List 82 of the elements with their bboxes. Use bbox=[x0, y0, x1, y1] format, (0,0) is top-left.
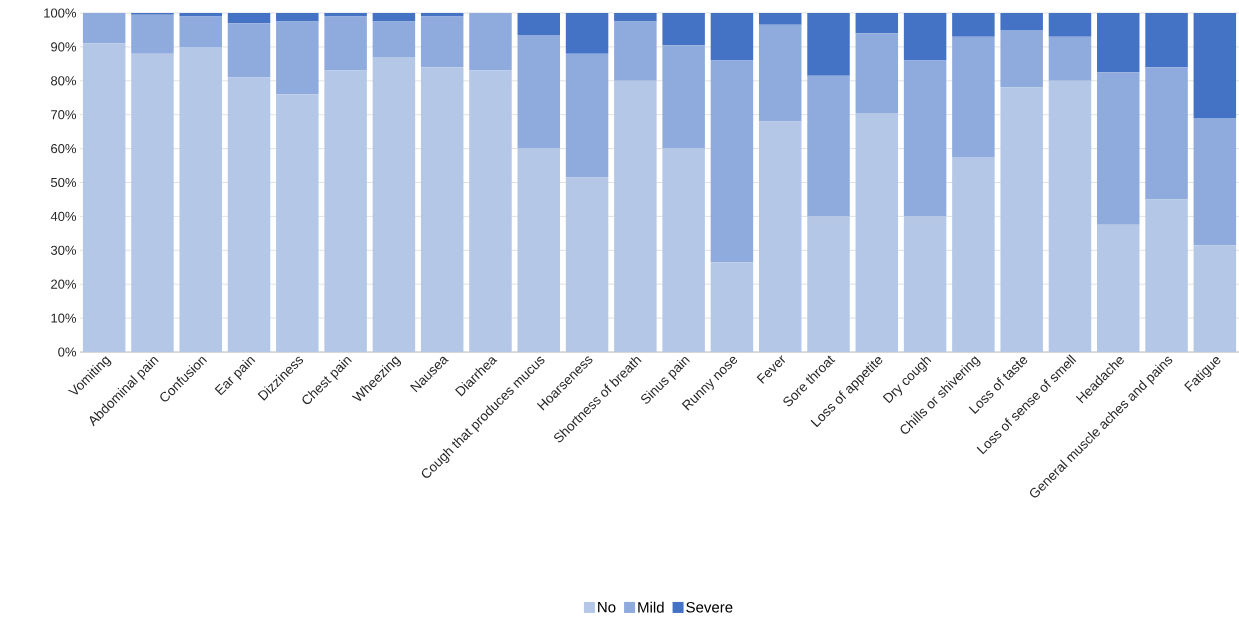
bar bbox=[1145, 67, 1188, 200]
bar bbox=[1097, 72, 1140, 225]
bar bbox=[952, 157, 995, 352]
legend-label: No bbox=[598, 602, 616, 613]
bar bbox=[179, 46, 222, 352]
bar bbox=[952, 36, 995, 158]
bar bbox=[614, 21, 657, 81]
bar bbox=[807, 12, 850, 76]
bar bbox=[1000, 87, 1043, 352]
y-tick-label: 10% bbox=[51, 313, 77, 323]
bar bbox=[710, 262, 754, 352]
bar bbox=[1048, 12, 1092, 37]
legend-label: Mild bbox=[638, 601, 664, 613]
bar bbox=[517, 12, 561, 36]
y-tick-label: 30% bbox=[50, 245, 77, 255]
bar bbox=[276, 21, 319, 95]
bar bbox=[758, 24, 802, 122]
bar bbox=[1193, 245, 1237, 352]
bar bbox=[710, 60, 754, 263]
bar bbox=[1000, 29, 1043, 88]
y-tick-label: 70% bbox=[51, 110, 77, 120]
bar bbox=[903, 216, 947, 352]
bar bbox=[82, 12, 126, 44]
y-tick-label: 50% bbox=[50, 177, 77, 188]
bar bbox=[517, 35, 561, 149]
bar bbox=[662, 148, 705, 352]
bar bbox=[565, 12, 609, 54]
bar bbox=[952, 12, 995, 37]
bar bbox=[372, 21, 416, 58]
bar bbox=[82, 43, 126, 352]
bar bbox=[614, 12, 657, 22]
bar bbox=[903, 12, 947, 61]
bar bbox=[372, 57, 416, 352]
bar bbox=[276, 12, 319, 22]
bar bbox=[227, 23, 271, 78]
bar bbox=[131, 53, 174, 352]
bar bbox=[807, 75, 850, 217]
y-tick-label: 20% bbox=[51, 279, 77, 289]
bar bbox=[710, 12, 754, 61]
bar bbox=[1145, 199, 1188, 352]
bar bbox=[758, 12, 802, 25]
bar bbox=[1193, 118, 1237, 246]
bar bbox=[324, 12, 367, 17]
bar bbox=[1097, 224, 1140, 352]
bar bbox=[614, 80, 657, 352]
bar bbox=[758, 121, 802, 352]
y-tick-label: 80% bbox=[51, 76, 77, 86]
bar bbox=[227, 77, 271, 352]
bar bbox=[1048, 36, 1092, 81]
bar bbox=[855, 12, 899, 34]
bar bbox=[324, 70, 367, 352]
y-tick-label: 100% bbox=[44, 8, 77, 18]
y-tick-label: 90% bbox=[51, 42, 77, 52]
bar bbox=[469, 70, 512, 352]
bar bbox=[565, 177, 609, 352]
bar bbox=[1000, 12, 1043, 30]
y-tick-label: 0% bbox=[58, 347, 77, 357]
bar bbox=[276, 94, 319, 352]
bar bbox=[855, 113, 899, 352]
bar bbox=[903, 60, 947, 217]
bar bbox=[807, 216, 850, 352]
y-tick-label: 40% bbox=[50, 211, 77, 221]
bar bbox=[855, 33, 899, 113]
bar bbox=[179, 16, 222, 47]
bar bbox=[227, 12, 271, 24]
bar bbox=[420, 16, 464, 68]
bar bbox=[565, 53, 609, 178]
bar bbox=[420, 67, 464, 352]
bar bbox=[517, 148, 561, 352]
bar bbox=[1145, 12, 1188, 68]
bar bbox=[1193, 12, 1237, 119]
bar bbox=[469, 12, 512, 71]
bar bbox=[1048, 80, 1092, 352]
bar bbox=[1097, 12, 1140, 73]
bar bbox=[372, 12, 416, 22]
legend-label: Severe bbox=[686, 601, 733, 613]
bar bbox=[131, 14, 174, 54]
y-tick-label: 60% bbox=[51, 143, 77, 154]
bar bbox=[662, 12, 705, 46]
bar bbox=[662, 45, 705, 149]
bar bbox=[179, 12, 222, 17]
bar bbox=[324, 16, 367, 71]
